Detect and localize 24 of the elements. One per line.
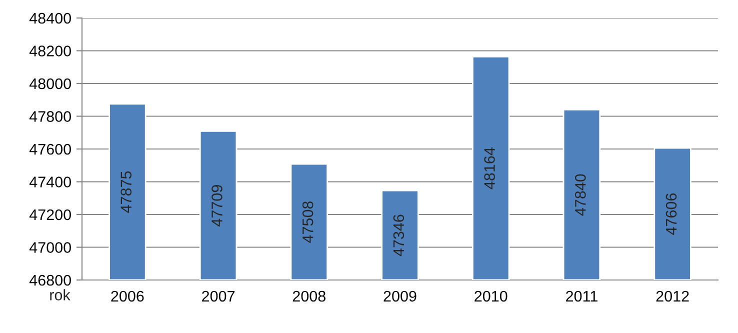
x-tick-label: 2007: [202, 290, 235, 302]
x-tick-label: 2012: [656, 290, 689, 302]
y-tick-label: 47200: [29, 209, 71, 220]
x-tick-label: 2006: [111, 290, 144, 302]
x-tick-label: 2011: [566, 290, 598, 302]
data-label: 47840: [574, 174, 586, 216]
data-label: 47606: [666, 193, 677, 235]
data-label: 47346: [393, 214, 404, 256]
data-label: 47875: [120, 171, 132, 213]
y-tick-label: 47000: [29, 242, 71, 253]
y-tick-label: 47600: [29, 144, 71, 155]
x-tick-label: 2010: [474, 290, 508, 302]
data-label: 47508: [302, 201, 314, 243]
y-tick-label: 47400: [29, 176, 71, 188]
data-label: 47709: [212, 185, 222, 226]
y-tick-label: 48400: [29, 12, 71, 24]
y-tick-label: 47800: [29, 111, 71, 122]
data-label: 48164: [484, 148, 495, 190]
x-tick-label: 2008: [292, 290, 326, 302]
x-tick-label: 2009: [384, 290, 416, 302]
y-tick-label: 48000: [29, 78, 71, 90]
y-tick-label: 48200: [29, 46, 71, 56]
x-axis-title: rok: [50, 289, 70, 300]
y-tick-label: 46800: [29, 274, 71, 286]
